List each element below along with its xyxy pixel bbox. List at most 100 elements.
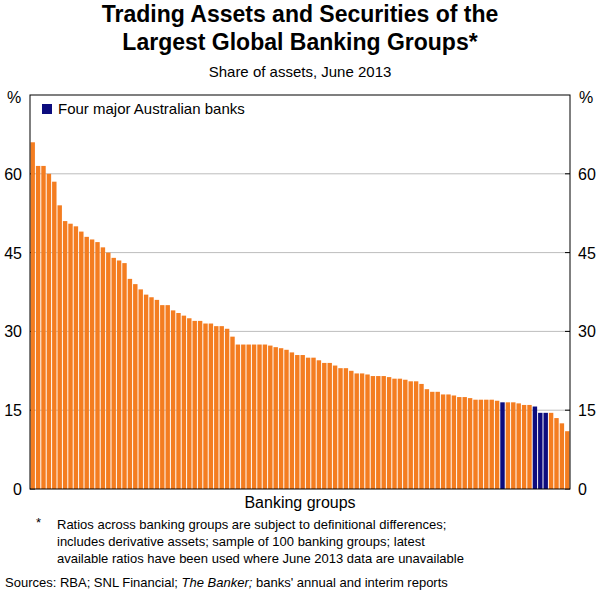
bar	[500, 402, 504, 489]
bar	[74, 226, 78, 489]
plot-frame	[30, 95, 570, 489]
bar	[214, 326, 218, 489]
sources-text: banks' annual and interim reports	[252, 575, 448, 590]
bar	[106, 253, 110, 489]
chart: Trading Assets and Securities of theLarg…	[0, 0, 600, 595]
bar	[354, 373, 358, 489]
bar	[511, 402, 515, 489]
bar	[441, 394, 445, 489]
bar	[327, 363, 331, 489]
bar	[273, 347, 277, 489]
bar	[117, 260, 121, 489]
bar	[403, 380, 407, 489]
bar	[90, 239, 94, 489]
bar	[138, 289, 142, 489]
axis-unit: %	[579, 89, 593, 106]
bar	[155, 300, 159, 489]
bar	[263, 345, 267, 489]
bar	[522, 405, 526, 489]
bar	[322, 363, 326, 489]
sources: Sources: RBA; SNL Financial; The Banker;…	[5, 575, 448, 590]
grid-line	[30, 410, 570, 411]
tick-label: 15	[4, 402, 22, 419]
bar	[225, 329, 229, 489]
bar	[317, 360, 321, 489]
sources-text: Sources: RBA; SNL Financial;	[5, 575, 182, 590]
bar	[246, 345, 250, 489]
bar	[52, 182, 56, 489]
bar	[549, 413, 553, 489]
bar	[376, 376, 380, 489]
bar	[79, 232, 83, 489]
bar	[398, 379, 402, 489]
bar	[419, 384, 423, 489]
footnote: Ratios across banking groups are subject…	[57, 517, 446, 532]
bar	[295, 355, 299, 489]
bar	[41, 166, 45, 489]
bar	[565, 431, 569, 489]
tick-label: 30	[4, 323, 22, 340]
bar	[257, 345, 261, 489]
tick-label: 30	[578, 323, 596, 340]
bar	[392, 379, 396, 489]
title: Trading Assets and Securities of the	[102, 1, 499, 27]
bar	[344, 368, 348, 489]
bar	[338, 368, 342, 489]
legend-label: Four major Australian banks	[58, 100, 245, 117]
footnote-marker: *	[36, 515, 41, 530]
bar	[63, 221, 67, 489]
bar	[360, 373, 364, 489]
bars	[30, 142, 569, 489]
tick-label: 60	[4, 166, 22, 183]
bar	[560, 423, 564, 489]
sources-text: The Banker;	[182, 575, 253, 590]
axis-unit: %	[7, 89, 21, 106]
bar	[182, 316, 186, 489]
bar	[36, 166, 40, 489]
bar	[101, 247, 105, 489]
bar	[279, 348, 283, 489]
bar	[435, 392, 439, 489]
bar	[84, 237, 88, 489]
bar	[144, 295, 148, 489]
tick	[565, 331, 570, 332]
bar	[554, 418, 558, 489]
bar	[300, 355, 304, 489]
title: Largest Global Banking Groups*	[122, 29, 477, 55]
tick-label: 15	[578, 402, 596, 419]
bar	[203, 324, 207, 489]
bar	[452, 395, 456, 489]
bar	[414, 381, 418, 489]
bar	[111, 258, 115, 489]
bar	[176, 313, 180, 489]
bar	[349, 371, 353, 489]
tick-label: 60	[578, 166, 596, 183]
bar	[284, 350, 288, 489]
bar	[57, 205, 61, 489]
bar	[268, 346, 272, 489]
bar	[306, 358, 310, 489]
bar	[47, 174, 51, 489]
bar	[381, 376, 385, 489]
x-label: Banking groups	[244, 494, 355, 511]
bar	[209, 324, 213, 489]
bar	[290, 352, 294, 489]
bar	[122, 263, 126, 489]
bar	[165, 305, 169, 489]
bar	[371, 376, 375, 489]
bar	[484, 400, 488, 489]
bar	[187, 318, 191, 489]
tick-label: 45	[578, 245, 596, 262]
bar	[241, 345, 245, 489]
bar	[538, 413, 542, 489]
bar	[30, 142, 34, 489]
tick-label: 0	[578, 481, 587, 498]
bar	[192, 321, 196, 489]
legend-swatch	[42, 104, 52, 114]
bar	[198, 321, 202, 489]
bar	[430, 392, 434, 489]
footnote: includes derivative assets; sample of 10…	[57, 534, 425, 549]
bar	[408, 381, 412, 489]
bar	[462, 397, 466, 489]
bar	[516, 403, 520, 489]
